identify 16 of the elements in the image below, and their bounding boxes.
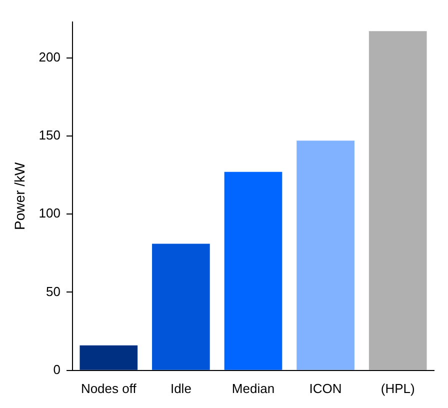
x-tick-label: ICON (309, 380, 342, 396)
y-tick-label: 100 (38, 206, 60, 221)
bar (80, 345, 138, 370)
x-tick-label: Idle (170, 380, 192, 396)
x-tick-label: Median (232, 380, 275, 396)
x-tick-label: (HPL) (380, 380, 415, 396)
bar (224, 172, 282, 370)
y-tick-label: 50 (46, 284, 60, 299)
bar (368, 31, 427, 370)
x-tick-label: Nodes off (80, 380, 137, 396)
bar (296, 140, 354, 370)
y-tick-label: 0 (53, 362, 60, 377)
bar (152, 244, 210, 370)
y-tick-label: 200 (38, 49, 60, 64)
y-axis-title: Power /kW (11, 161, 28, 230)
y-tick-label: 150 (38, 127, 60, 142)
